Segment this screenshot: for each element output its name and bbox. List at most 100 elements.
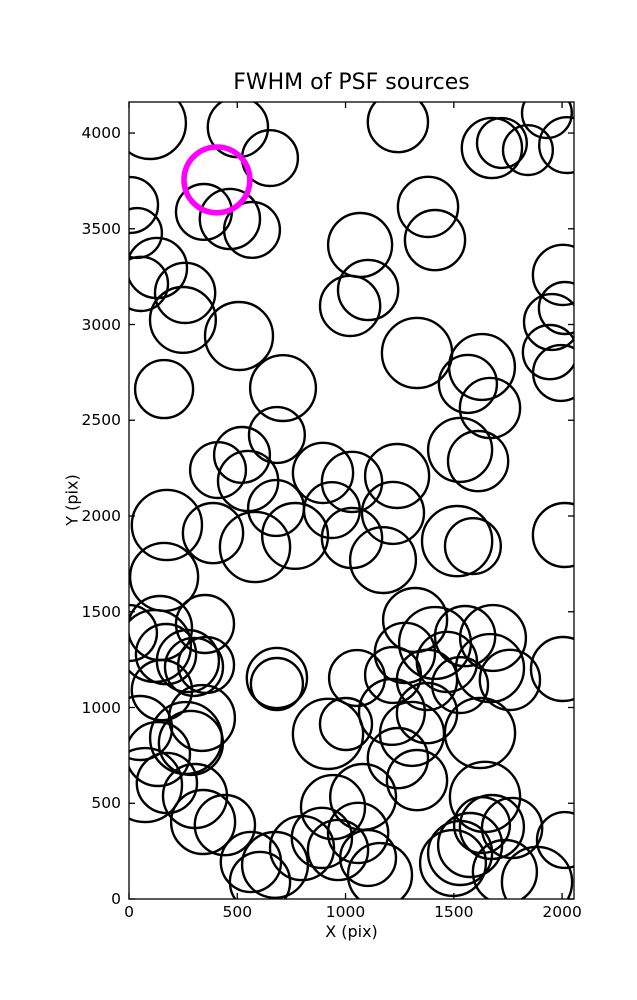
psf-circle xyxy=(458,376,522,440)
psf-circle xyxy=(538,116,574,175)
psf-circle xyxy=(326,801,390,865)
psf-circle xyxy=(529,635,574,703)
psf-circle xyxy=(318,274,382,338)
psf-circle xyxy=(261,501,330,571)
psf-circle xyxy=(454,632,526,704)
psf-circle xyxy=(193,793,257,857)
psf-circle xyxy=(302,481,361,540)
psf-circle xyxy=(385,748,449,812)
psf-circle xyxy=(520,102,573,140)
psf-circle xyxy=(306,818,370,882)
psf-circle xyxy=(501,124,555,177)
psf-circle xyxy=(447,332,517,402)
psf-circle xyxy=(222,200,282,259)
psf-circle xyxy=(381,586,449,654)
psf-circle xyxy=(433,604,497,668)
y-tick-label: 3000 xyxy=(81,315,121,334)
psf-circle xyxy=(443,516,502,576)
psf-circle xyxy=(395,681,459,745)
psf-circle xyxy=(380,316,454,390)
x-tick-label: 0 xyxy=(124,903,134,921)
y-tick-label: 500 xyxy=(91,794,121,813)
y-tick-label: 4000 xyxy=(81,124,121,142)
psf-circle xyxy=(327,648,387,708)
psf-circle xyxy=(446,429,510,493)
psf-circle xyxy=(247,405,306,465)
psf-circle xyxy=(129,175,160,235)
psf-circle xyxy=(363,442,431,510)
psf-circle xyxy=(133,358,195,420)
psf-circle xyxy=(326,211,394,279)
x-tick-label: 1000 xyxy=(325,903,366,921)
psf-circle xyxy=(431,655,490,715)
psf-circle xyxy=(130,658,194,722)
y-tick-label: 1000 xyxy=(81,698,121,717)
psf-circle xyxy=(363,645,423,705)
psf-circle xyxy=(129,603,159,663)
psf-circle xyxy=(129,102,188,161)
psf-circle xyxy=(336,258,400,322)
psf-circles-layer xyxy=(129,102,574,899)
psf-circle xyxy=(535,810,574,870)
psf-circle xyxy=(426,819,494,887)
psf-circle xyxy=(475,116,528,170)
psf-circle xyxy=(203,300,275,372)
y-tick-label: 1500 xyxy=(81,602,121,621)
y-tick-label: 3500 xyxy=(81,219,121,238)
y-tick-label: 0 xyxy=(111,890,121,908)
psf-circle xyxy=(198,187,262,251)
psf-circle xyxy=(218,510,292,584)
psf-circle xyxy=(420,504,494,578)
psf-circle xyxy=(537,280,574,336)
psf-circle xyxy=(188,441,248,500)
psf-circle xyxy=(357,677,427,747)
psf-circle xyxy=(245,646,309,710)
psf-circle xyxy=(436,811,504,879)
psf-circle xyxy=(418,828,488,898)
x-tick-label: 500 xyxy=(222,903,253,921)
psf-circle xyxy=(348,525,418,595)
psf-circle xyxy=(531,343,574,403)
psf-circle xyxy=(291,697,365,771)
plot-border xyxy=(128,101,575,900)
psf-circle xyxy=(437,353,499,415)
psf-circle xyxy=(531,243,574,307)
psf-circle xyxy=(228,850,292,899)
psf-circle xyxy=(148,285,218,355)
highlight-circle xyxy=(181,144,253,216)
y-tick-label: 2000 xyxy=(81,507,121,525)
psf-circle xyxy=(174,593,236,655)
psf-circle xyxy=(360,480,426,546)
psf-circle xyxy=(130,488,204,562)
psf-circle xyxy=(318,696,374,752)
psf-circle xyxy=(268,814,336,882)
psf-circle xyxy=(426,416,494,484)
psf-circle xyxy=(129,694,174,762)
psf-circle xyxy=(169,788,237,856)
psf-circle xyxy=(320,450,384,514)
psf-circle xyxy=(500,845,574,899)
psf-circle xyxy=(443,696,517,770)
psf-circle xyxy=(153,261,217,325)
psf-circle xyxy=(396,175,460,239)
chart-title: FWHM of PSF sources xyxy=(233,70,470,95)
psf-circle xyxy=(478,648,542,712)
psf-circle xyxy=(129,746,184,824)
psf-circle xyxy=(339,828,398,888)
psf-circle xyxy=(460,116,524,180)
psf-circle xyxy=(471,838,539,899)
psf-circle xyxy=(249,656,305,712)
psf-circle xyxy=(522,292,574,352)
x-tick-label: 2000 xyxy=(542,903,582,921)
x-tick-label: 1500 xyxy=(434,903,474,921)
psf-circle xyxy=(346,841,414,899)
y-tick-label: 2500 xyxy=(81,411,121,430)
psf-circle xyxy=(458,603,528,673)
psf-circle xyxy=(181,501,245,565)
psf-circle xyxy=(129,720,192,788)
psf-circle xyxy=(248,354,318,423)
psf-circle xyxy=(291,441,355,505)
psf-circle xyxy=(531,501,574,569)
